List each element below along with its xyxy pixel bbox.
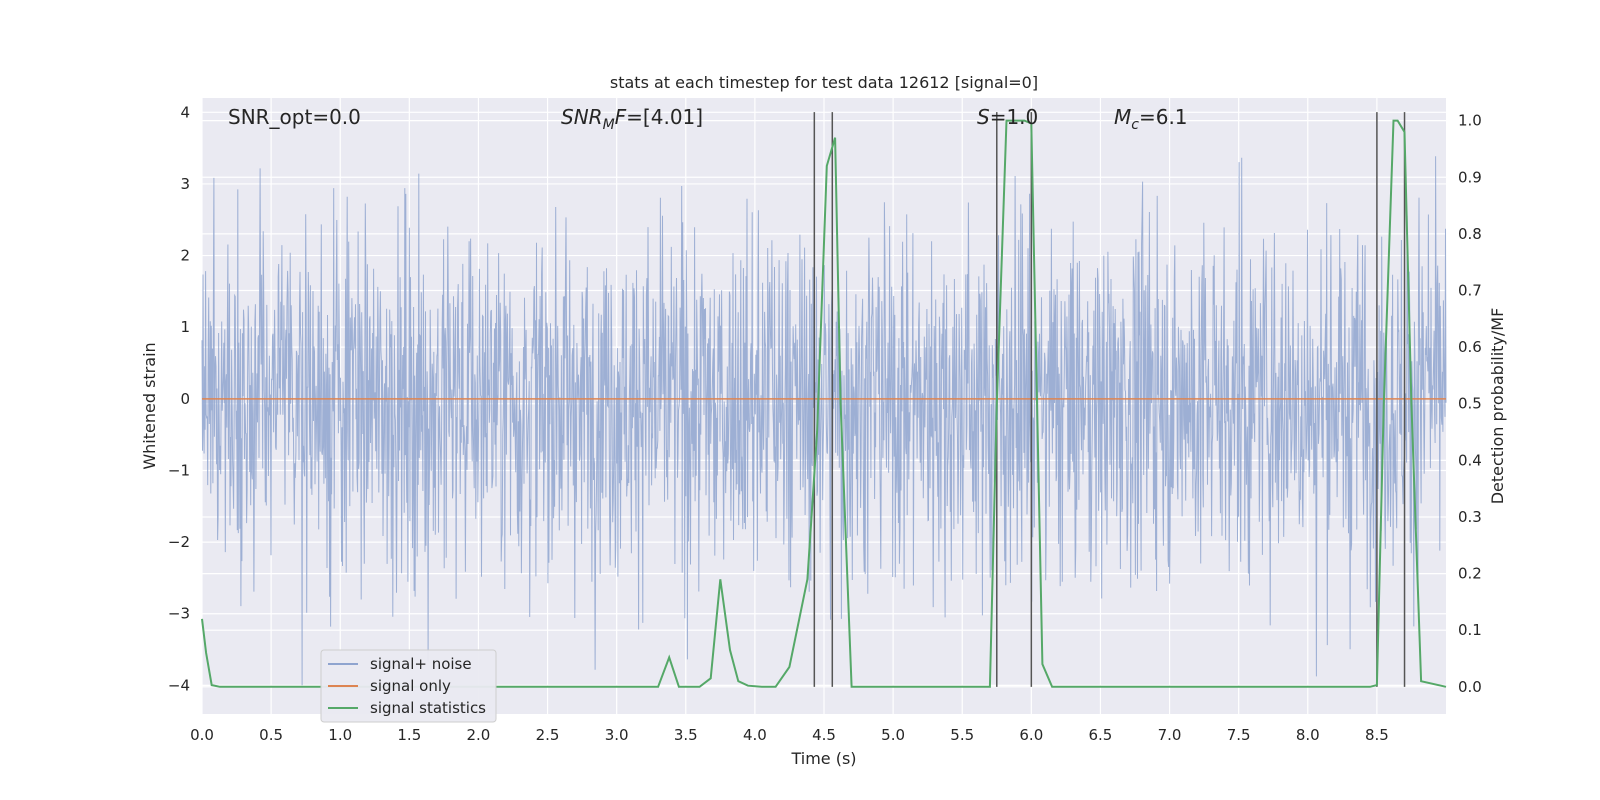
y-tick-label-right: 0.5: [1458, 395, 1482, 413]
snr-mf-subscript: M: [603, 117, 615, 133]
x-tick-label: 2.5: [536, 726, 560, 744]
mc-subscript: c: [1131, 117, 1139, 133]
y-tick-label-right: 1.0: [1458, 112, 1482, 130]
annotation-snr-opt: SNR_opt=0.0: [228, 105, 361, 129]
mc-symbol: M: [1114, 105, 1131, 129]
x-tick-label: 4.5: [812, 726, 836, 744]
series-signal-plus-noise: [201, 156, 1447, 686]
series-signal-statistics: [201, 119, 1447, 688]
legend-label-signal-statistics: signal statistics: [370, 699, 486, 717]
snr-mf-symbol: SNR: [561, 105, 603, 129]
y-tick-label-left: 4: [180, 103, 190, 121]
legend: signal+ noise signal only signal statist…: [320, 649, 497, 723]
snr-mf-suffix: F: [615, 105, 627, 129]
x-tick-label: 3.5: [674, 726, 698, 744]
y-axis-label-right: Detection probability/MF: [1488, 308, 1507, 505]
chart-title: stats at each timestep for test data 126…: [610, 73, 1038, 92]
y-tick-label-left: −4: [168, 676, 190, 694]
x-tick-label: 0.5: [259, 726, 283, 744]
mc-value: =6.1: [1139, 105, 1188, 129]
y-tick-label-right: 0.4: [1458, 451, 1482, 469]
annotation-s: S=1.0: [977, 105, 1038, 129]
y-tick-label-right: 0.3: [1458, 508, 1482, 526]
x-tick-label: 7.0: [1158, 726, 1182, 744]
y-tick-label-left: −3: [168, 605, 190, 623]
legend-label-signal-plus-noise: signal+ noise: [370, 655, 472, 673]
y-tick-label-left: −2: [168, 533, 190, 551]
x-tick-label: 8.0: [1296, 726, 1320, 744]
annotation-mc: Mc=6.1: [1114, 105, 1188, 133]
y-tick-label-right: 0.0: [1458, 678, 1482, 696]
annotation-snr-mf: SNRMF=[4.01]: [561, 105, 703, 133]
y-tick-label-right: 0.9: [1458, 168, 1482, 186]
y-tick-label-right: 0.6: [1458, 338, 1482, 356]
x-tick-label: 6.0: [1019, 726, 1043, 744]
y-tick-label-left: 1: [180, 318, 190, 336]
y-ticks-left: −4 −3 −2 −1 0 1 2 3 4: [168, 103, 190, 694]
y-tick-label-right: 0.2: [1458, 565, 1482, 583]
x-tick-label: 8.5: [1365, 726, 1389, 744]
legend-label-signal-only: signal only: [370, 677, 451, 695]
y-tick-label-left: 2: [180, 247, 190, 265]
y-ticks-right: 0.0 0.1 0.2 0.3 0.4 0.5 0.6 0.7 0.8 0.9 1.0: [1458, 112, 1482, 696]
x-tick-label: 0.0: [190, 726, 214, 744]
y-tick-label-left: 3: [180, 175, 190, 193]
x-tick-label: 6.5: [1089, 726, 1113, 744]
legend-box: [320, 649, 497, 723]
y-tick-label-left: 0: [180, 390, 190, 408]
vertical-markers: [813, 112, 1406, 687]
y-tick-label-right: 0.1: [1458, 621, 1482, 639]
y-tick-label-right: 0.8: [1458, 225, 1482, 243]
x-tick-label: 4.0: [743, 726, 767, 744]
x-tick-label: 1.0: [328, 726, 352, 744]
y-tick-label-right: 0.7: [1458, 282, 1482, 300]
x-tick-label: 3.0: [605, 726, 629, 744]
s-symbol: S: [977, 105, 990, 129]
x-ticks: 0.0 0.5 1.0 1.5 2.0 2.5 3.0 3.5 4.0 4.5 5.0 5.5 6.0 6…: [190, 726, 1389, 744]
snr-mf-value: =[4.01]: [626, 105, 703, 129]
x-tick-label: 2.0: [467, 726, 491, 744]
y-axis-label: Whitened strain: [140, 342, 159, 469]
y-tick-label-left: −1: [168, 461, 190, 479]
x-tick-label: 5.0: [881, 726, 905, 744]
s-value: =1.0: [990, 105, 1039, 129]
x-axis-label: Time (s): [790, 749, 856, 768]
x-tick-label: 1.5: [397, 726, 421, 744]
x-tick-label: 7.5: [1227, 726, 1251, 744]
x-tick-label: 5.5: [950, 726, 974, 744]
line-signal-plus-noise: [201, 156, 1447, 686]
line-signal-statistics: [201, 119, 1447, 688]
